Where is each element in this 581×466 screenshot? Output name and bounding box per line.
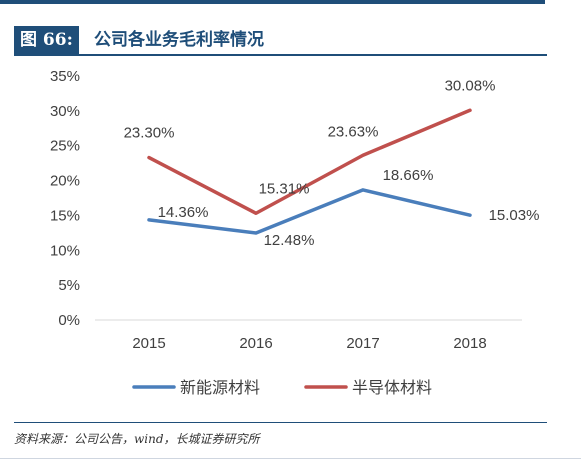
x-tick-label: 2018 xyxy=(453,335,486,352)
series-line-2 xyxy=(147,108,472,216)
y-tick-label: 30% xyxy=(50,103,80,120)
data-label: 12.48% xyxy=(264,232,315,249)
y-tick-label: 35% xyxy=(50,68,80,85)
data-label: 18.66% xyxy=(383,167,434,184)
y-tick-label: 0% xyxy=(58,312,80,329)
y-tick-label: 15% xyxy=(50,207,80,224)
data-label: 15.03% xyxy=(489,207,540,224)
data-label: 23.30% xyxy=(124,125,175,142)
y-tick-label: 25% xyxy=(50,138,80,155)
x-tick-label: 2017 xyxy=(346,335,379,352)
y-tick-label: 10% xyxy=(50,242,80,259)
line-chart: 0% 5% 10% 15% 20% 25% 30% 35% 2015 2016 2017 2018 14… xyxy=(50,68,540,397)
legend-label: 新能源材料 xyxy=(180,378,260,397)
y-tick-label: 5% xyxy=(58,277,80,294)
x-tick-label: 2016 xyxy=(239,335,272,352)
x-tick-label: 2015 xyxy=(132,335,165,352)
source-note: 资料来源：公司公告，wind，长城证券研究所 xyxy=(14,432,260,446)
figure-number-label: 图 66: xyxy=(14,26,79,54)
series-line-1 xyxy=(147,188,472,235)
y-tick-label: 20% xyxy=(50,173,80,190)
figure-title-bar: 图 66: 公司各业务毛利率情况 xyxy=(14,24,547,56)
data-label: 30.08% xyxy=(445,77,496,94)
bottom-rule xyxy=(0,458,581,459)
data-label: 14.36% xyxy=(158,204,209,221)
figure-title: 公司各业务毛利率情况 xyxy=(94,30,264,50)
source-rule xyxy=(14,422,547,423)
data-label: 15.31% xyxy=(259,180,310,197)
top-rule xyxy=(0,0,545,4)
data-label: 23.63% xyxy=(328,123,379,140)
legend-label: 半导体材料 xyxy=(352,378,432,397)
